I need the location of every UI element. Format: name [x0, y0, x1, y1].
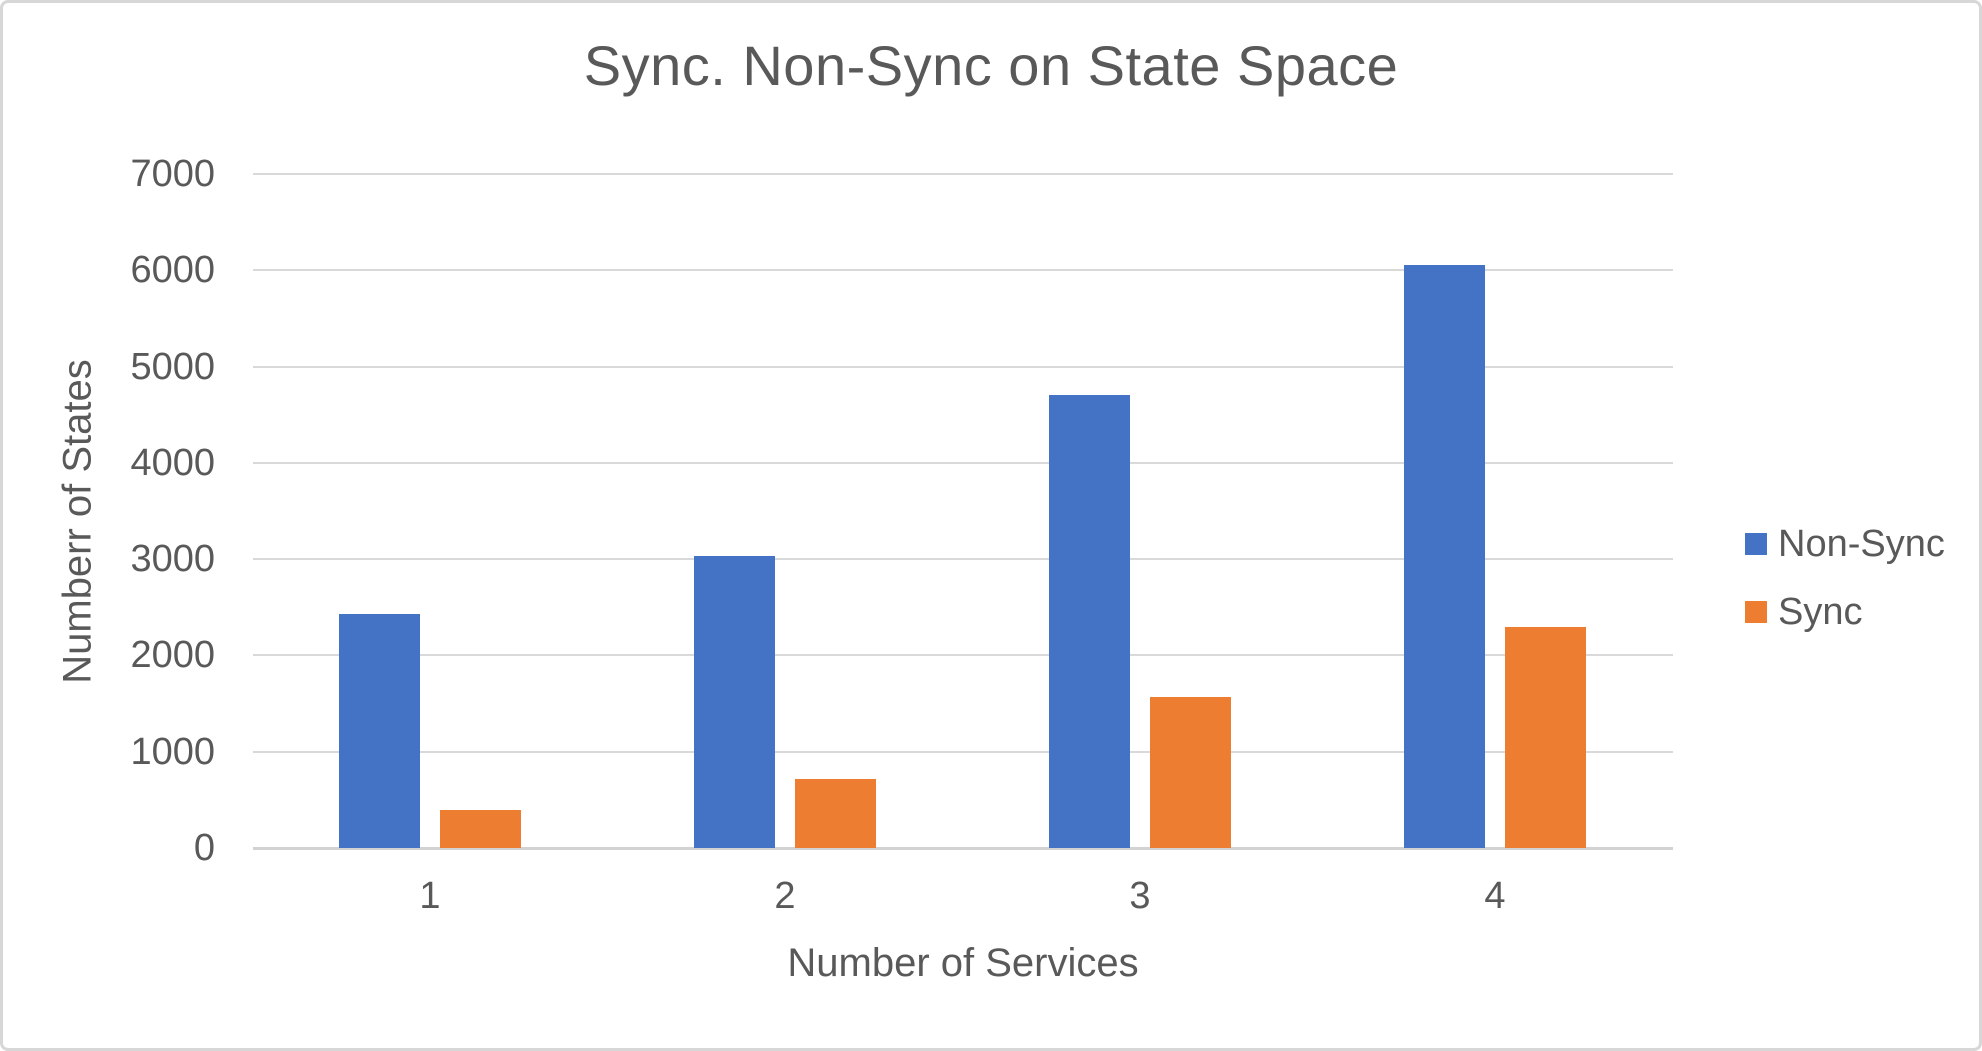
- gridline-4000: [253, 462, 1673, 464]
- bar-non-sync-category-1[interactable]: [339, 614, 420, 848]
- y-tick-label-4000: 4000: [130, 442, 215, 484]
- y-tick-label-6000: 6000: [130, 249, 215, 291]
- gridline-3000: [253, 558, 1673, 560]
- legend-item-non-sync[interactable]: Non-Sync: [1745, 522, 1945, 565]
- x-tick-label-4: 4: [1484, 875, 1506, 917]
- y-tick-label-5000: 5000: [130, 346, 215, 388]
- chart-title: Sync. Non-Sync on State Space: [583, 34, 1399, 97]
- y-tick-label-3000: 3000: [130, 538, 215, 580]
- plot-area: [253, 173, 1673, 850]
- gridline-0: [253, 847, 1673, 850]
- legend-item-sync[interactable]: Sync: [1745, 590, 1945, 633]
- gridline-1000: [253, 751, 1673, 753]
- bar-non-sync-category-2[interactable]: [694, 556, 775, 848]
- bar-sync-category-2[interactable]: [795, 779, 876, 848]
- legend-label-sync: Sync: [1778, 590, 1863, 633]
- bar-sync-category-4[interactable]: [1505, 627, 1586, 848]
- legend: Non-Sync Sync: [1745, 522, 1945, 661]
- y-tick-label-0: 0: [193, 827, 215, 869]
- bar-sync-category-1[interactable]: [440, 810, 521, 848]
- x-tick-label-1: 1: [419, 875, 441, 917]
- y-tick-label-7000: 7000: [130, 153, 215, 195]
- legend-label-non-sync: Non-Sync: [1778, 522, 1945, 565]
- gridline-7000: [253, 173, 1673, 175]
- gridline-2000: [253, 654, 1673, 656]
- bar-non-sync-category-3[interactable]: [1049, 395, 1130, 848]
- x-tick-label-2: 2: [774, 875, 796, 917]
- y-tick-label-2000: 2000: [130, 634, 215, 676]
- legend-swatch-sync: [1745, 601, 1767, 623]
- bar-sync-category-3[interactable]: [1150, 697, 1231, 848]
- y-tick-label-1000: 1000: [130, 731, 215, 773]
- x-tick-label-3: 3: [1129, 875, 1151, 917]
- bar-non-sync-category-4[interactable]: [1404, 265, 1485, 848]
- legend-swatch-non-sync: [1745, 533, 1767, 555]
- x-axis-title: Number of Services: [787, 941, 1139, 985]
- gridline-5000: [253, 366, 1673, 368]
- gridline-6000: [253, 269, 1673, 271]
